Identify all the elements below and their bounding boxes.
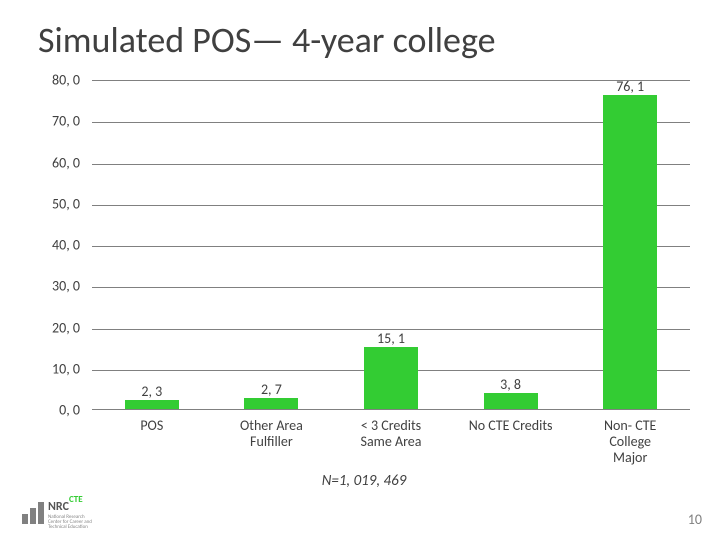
slide-root: Simulated POS— 4-year college 2, 3 2, 7 15… (0, 0, 720, 540)
gridline (92, 287, 690, 288)
logo-subtext: National ResearchCenter for Career andTe… (48, 515, 92, 530)
x-tick-label: Other Area Fulfiller (240, 418, 303, 450)
y-tick-label: 0, 0 (40, 402, 80, 419)
y-tick-label: 70, 0 (40, 113, 80, 130)
bar-value-label: 3, 8 (500, 376, 521, 393)
y-tick-label: 60, 0 (40, 154, 80, 171)
slide-title: Simulated POS— 4-year college (38, 18, 496, 62)
bar-chart: 2, 32, 715, 13, 876, 1 N=1, 019, 469 0, … (38, 80, 690, 460)
bar (244, 398, 298, 409)
x-tick-label: Non- CTE College Major (600, 418, 660, 466)
bar-value-label: 2, 3 (141, 383, 162, 400)
bar (603, 95, 657, 409)
x-tick-label: < 3 Credits Same Area (361, 418, 422, 450)
bar-value-label: 15, 1 (377, 330, 405, 347)
bar-value-label: 76, 1 (616, 78, 644, 95)
page-number: 10 (688, 511, 702, 528)
y-tick-label: 50, 0 (40, 195, 80, 212)
bar (125, 400, 179, 409)
y-tick-label: 30, 0 (40, 278, 80, 295)
sample-size-note: N=1, 019, 469 (38, 472, 690, 490)
gridline (92, 246, 690, 247)
y-tick-label: 80, 0 (40, 72, 80, 89)
nrc-logo: NRCCTE National ResearchCenter for Caree… (22, 496, 92, 530)
logo-text: NRC (48, 500, 69, 514)
x-tick-label: POS (140, 418, 163, 434)
x-tick-label: No CTE Credits (469, 418, 553, 434)
plot-area: 2, 3 2, 7 15, 1 3, 8 76, 1 (92, 80, 690, 410)
y-tick-label: 20, 0 (40, 319, 80, 336)
gridline (92, 122, 690, 123)
bar (364, 347, 418, 409)
logo-bars-icon (22, 502, 44, 524)
gridline (92, 205, 690, 206)
gridline (92, 164, 690, 165)
bar (484, 393, 538, 409)
bar-value-label: 2, 7 (261, 381, 282, 398)
y-tick-label: 40, 0 (40, 237, 80, 254)
y-tick-label: 10, 0 (40, 360, 80, 377)
logo-cte: CTE (69, 494, 83, 505)
